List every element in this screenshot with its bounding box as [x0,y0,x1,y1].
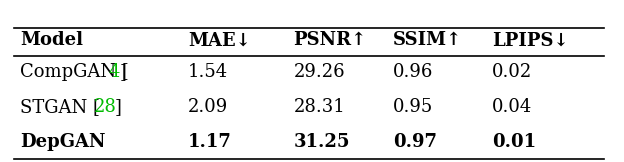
Text: LPIPS↓: LPIPS↓ [492,31,569,49]
Text: 28.31: 28.31 [293,98,345,116]
Text: STGAN [: STGAN [ [20,98,100,116]
Text: 0.96: 0.96 [392,63,433,81]
Text: 0.01: 0.01 [492,133,536,151]
Text: 0.02: 0.02 [492,63,532,81]
Text: ]: ] [114,98,121,116]
Text: 31.25: 31.25 [293,133,350,151]
Text: 29.26: 29.26 [293,63,345,81]
Text: MAE↓: MAE↓ [188,31,250,49]
Text: 0.04: 0.04 [492,98,532,116]
Text: 1.54: 1.54 [188,63,228,81]
Text: DepGAN: DepGAN [20,133,105,151]
Text: 0.97: 0.97 [392,133,437,151]
Text: 4: 4 [109,63,120,81]
Text: 0.95: 0.95 [392,98,433,116]
Text: 28: 28 [94,98,116,116]
Text: SSIM↑: SSIM↑ [392,31,462,49]
Text: Model: Model [20,31,83,49]
Text: 1.17: 1.17 [188,133,232,151]
Text: PSNR↑: PSNR↑ [293,31,367,49]
Text: ]: ] [119,63,126,81]
Text: CompGAN [: CompGAN [ [20,63,129,81]
Text: 2.09: 2.09 [188,98,228,116]
